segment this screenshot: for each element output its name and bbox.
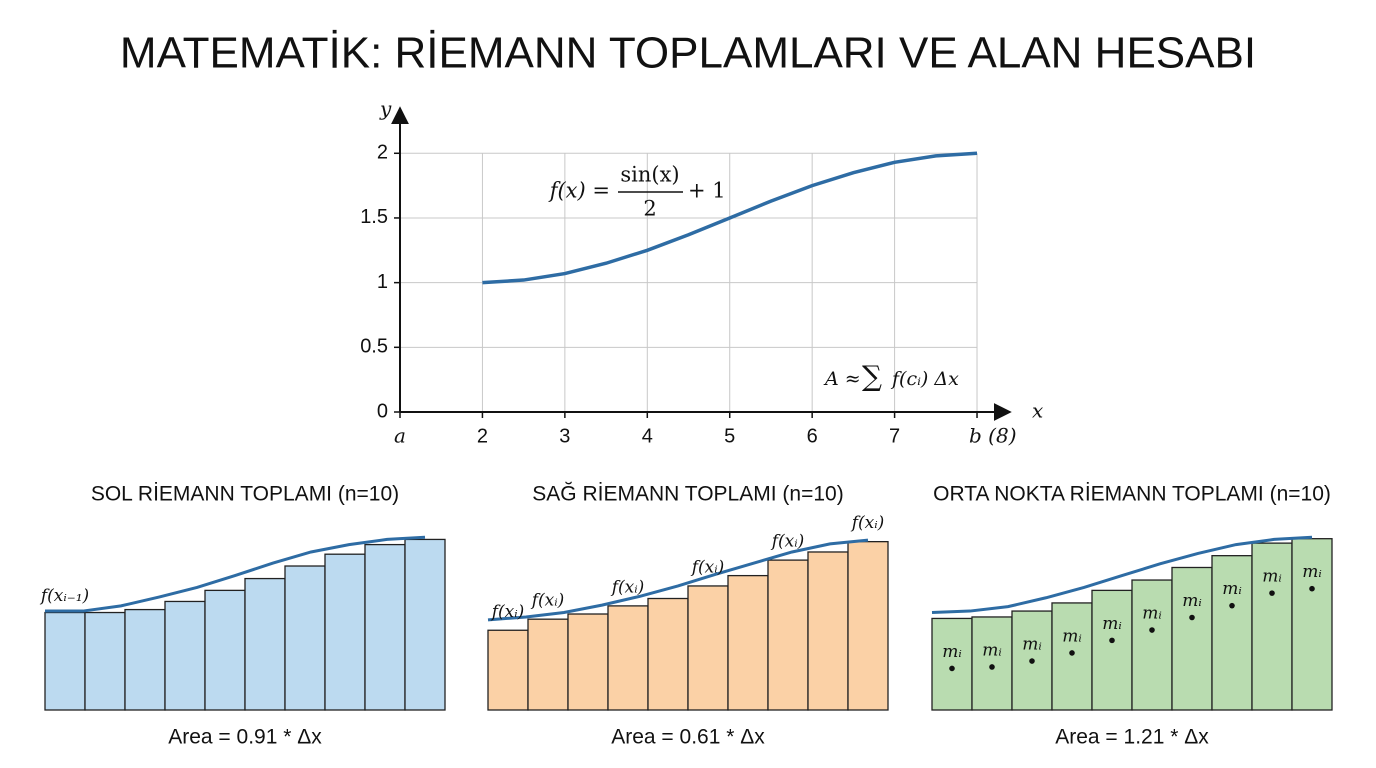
midpoint-dot [1149, 627, 1155, 633]
bar [1091, 589, 1133, 711]
formula-denominator: 2 [643, 197, 656, 221]
bar-label: mᵢ [1062, 626, 1082, 646]
bar [164, 600, 206, 711]
bar [1171, 566, 1213, 711]
panel-caption: Area = 1.21 * Δx [1055, 726, 1209, 749]
panel-title: ORTA NOKTA RİEMANN TOPLAMI (n=10) [933, 483, 1331, 506]
bar [1051, 602, 1093, 711]
bar [324, 553, 366, 711]
bar [124, 608, 166, 711]
bar [847, 540, 889, 711]
bar [1251, 542, 1293, 711]
x-tick-label: 3 [559, 425, 570, 447]
bar [931, 617, 973, 711]
bar [284, 565, 326, 711]
bar-label: mᵢ [1142, 604, 1162, 624]
bar [244, 577, 286, 711]
x-tick-label: 5 [724, 425, 735, 447]
midpoint-dot [1029, 658, 1035, 664]
midpoint-dot [1069, 650, 1075, 656]
panel-caption: Area = 0.91 * Δx [168, 726, 322, 749]
bar [807, 551, 849, 711]
curve [482, 151, 978, 285]
page-title: MATEMATİK: RİEMANN TOPLAMLARI VE ALAN HE… [120, 29, 1256, 78]
bar-label: mᵢ [1302, 562, 1322, 582]
curve [487, 538, 869, 622]
midpoint-dot [1229, 602, 1235, 609]
bar [687, 585, 729, 711]
midpoint-dot [1189, 614, 1195, 621]
bar-label: mᵢ [982, 640, 1002, 660]
y-axis-label: y [379, 97, 392, 121]
formula-numerator: sin(x) [620, 163, 679, 187]
bar [364, 543, 406, 711]
panel-caption: Area = 0.61 * Δx [611, 726, 765, 749]
y-tick-label: 0 [377, 400, 388, 422]
x-tick-label: b (8) [969, 424, 1017, 448]
bar [727, 574, 769, 711]
y-tick-label: 1 [377, 271, 388, 293]
bar [84, 611, 126, 711]
curve [931, 535, 1313, 615]
bar-label: mᵢ [1262, 567, 1282, 587]
midpoint-dot [1309, 585, 1315, 592]
bar [44, 611, 86, 711]
bar-label: f(xᵢ) [490, 602, 525, 622]
x-tick-label: 4 [642, 425, 653, 447]
midpoint-dot [949, 665, 955, 672]
x-tick-label: 6 [807, 425, 818, 447]
y-tick-label: 2 [377, 142, 388, 164]
x-tick-label: 7 [889, 425, 900, 447]
bar [567, 613, 609, 711]
bar [204, 589, 246, 711]
bar-label: f(xᵢ) [850, 513, 885, 533]
area-formula-term: f(cᵢ) Δx [890, 368, 959, 390]
bar [1291, 538, 1333, 711]
formula-lhs: f(x) = [548, 179, 610, 203]
bar [607, 605, 649, 711]
y-tick-label: 0.5 [360, 336, 388, 358]
bar [971, 616, 1013, 711]
x-axis-label: x [1032, 399, 1043, 423]
bar [404, 538, 446, 711]
bar-label: f(xᵢ) [770, 532, 805, 552]
bar [527, 618, 569, 711]
bar-label: f(xᵢ) [530, 591, 565, 611]
curve [45, 535, 426, 613]
formula-rhs: + 1 [688, 179, 726, 203]
x-tick-label: a [394, 424, 406, 448]
bar-label: mᵢ [942, 642, 962, 662]
bar [487, 629, 529, 711]
bar-label: mᵢ [1022, 635, 1042, 655]
bar-label: f(xᵢ) [690, 557, 725, 577]
bar-label: f(xᵢ₋₁) [39, 586, 89, 606]
midpoint-dot [1109, 637, 1115, 644]
midpoint-dot [1269, 590, 1275, 596]
bar-label: mᵢ [1102, 614, 1122, 634]
x-tick-label: 2 [477, 425, 488, 447]
bar [647, 597, 689, 711]
midpoint-dot [989, 664, 995, 670]
area-formula-lhs: A ≈ [823, 368, 861, 390]
panel-title: SAĞ RİEMANN TOPLAMI (n=10) [532, 483, 843, 506]
bar-label: mᵢ [1222, 579, 1242, 599]
bar [767, 559, 809, 711]
panel-title: SOL RİEMANN TOPLAMI (n=10) [91, 483, 399, 506]
area-formula-sum: ∑ [862, 360, 882, 393]
bar [1131, 579, 1173, 711]
bar-label: mᵢ [1182, 591, 1202, 611]
bar-label: f(xᵢ) [610, 577, 645, 597]
y-tick-label: 1.5 [360, 206, 388, 228]
